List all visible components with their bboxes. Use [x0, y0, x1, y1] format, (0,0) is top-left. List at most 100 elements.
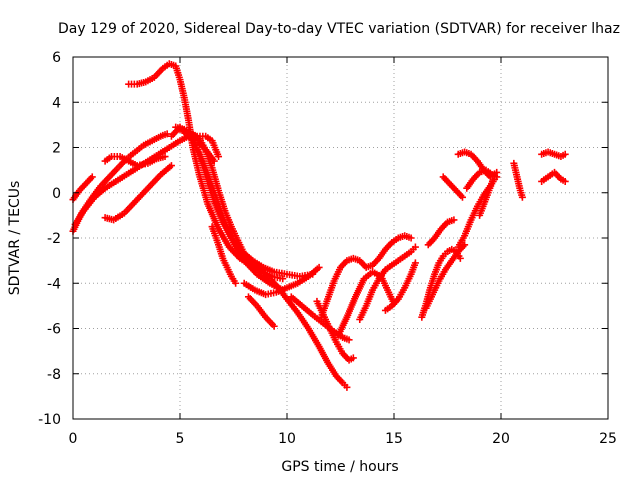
data-point-fill — [396, 254, 407, 263]
data-point-fill — [352, 277, 367, 299]
data-point-fill — [546, 170, 556, 179]
data-point-fill — [370, 277, 382, 292]
data-point-fill — [77, 181, 88, 193]
data-point-fill — [127, 158, 139, 168]
axis-ticks: 0 5 10 15 20 25 -10 -8 -6 -4 -2 0 2 4 6 — [38, 50, 617, 447]
series-track-29 — [538, 148, 569, 161]
data-point-fill — [471, 170, 482, 181]
data-point-fill — [389, 297, 401, 308]
data-point-fill — [242, 258, 259, 277]
data-point-fill — [481, 191, 491, 206]
data-point — [458, 193, 466, 201]
y-axis-label: SDTVAR / TECUs — [7, 181, 23, 296]
data-point-fill — [228, 225, 241, 242]
data-point — [493, 173, 501, 181]
series-track-26 — [463, 166, 501, 192]
data-point-fill — [376, 267, 388, 281]
data-point — [315, 263, 323, 271]
data-point — [270, 322, 278, 330]
x-tick-label: 10 — [278, 431, 296, 447]
data-point-fill — [215, 202, 228, 224]
data-point — [161, 153, 169, 161]
data-point-fill — [253, 287, 267, 298]
data-point-fill — [254, 304, 268, 319]
data-point-fill — [262, 264, 276, 275]
data-point-fill — [222, 209, 234, 228]
data-point-fill — [285, 297, 300, 315]
x-tick-label: 15 — [385, 431, 403, 447]
data-point — [561, 150, 569, 158]
data-point-fill — [209, 225, 222, 247]
data-point-fill — [289, 294, 304, 308]
data-point-fill — [454, 188, 465, 200]
data-point-fill — [306, 327, 322, 349]
series-track-27 — [476, 177, 496, 219]
data-point-fill — [478, 167, 488, 176]
data-point-fill — [324, 279, 337, 301]
data-point-fill — [345, 255, 355, 264]
data-point-fill — [443, 258, 454, 272]
data-point-fill — [403, 249, 413, 259]
data-point — [279, 275, 287, 283]
data-point-fill — [476, 202, 487, 217]
data-point — [163, 130, 171, 138]
data-point-fill — [155, 153, 167, 162]
data-point-fill — [142, 138, 154, 148]
data-point-fill — [133, 143, 145, 154]
series-track-4 — [101, 162, 175, 224]
data-point-fill — [439, 220, 450, 231]
data-point-fill — [351, 255, 362, 264]
data-point-fill — [216, 227, 232, 249]
data-point-fill — [403, 232, 413, 241]
data-point-fill — [306, 265, 321, 279]
y-tick-label: -10 — [38, 412, 61, 428]
data-point — [343, 383, 351, 391]
data-point-fill — [92, 186, 107, 200]
series-track-30 — [538, 168, 569, 185]
data-point-fill — [231, 241, 247, 263]
data-point-fill — [125, 150, 137, 161]
data-point-fill — [436, 254, 446, 265]
data-point-fill — [327, 327, 339, 344]
data-point-fill — [456, 149, 466, 158]
data-point — [215, 153, 223, 161]
data-point-fill — [436, 268, 448, 283]
data-point-fill — [552, 170, 563, 181]
data-point-fill — [331, 266, 343, 283]
data-points — [69, 60, 569, 391]
data-point-fill — [318, 297, 331, 319]
data-point — [488, 177, 496, 185]
data-point-fill — [402, 272, 414, 290]
data-point — [450, 216, 458, 224]
data-point-fill — [157, 145, 171, 157]
data-point-fill — [274, 285, 289, 295]
data-point-fill — [408, 261, 419, 276]
data-point-fill — [224, 266, 234, 278]
y-tick-label: 0 — [52, 186, 61, 202]
data-point-fill — [513, 171, 522, 183]
data-point-fill — [517, 189, 526, 199]
data-point-fill — [196, 132, 207, 140]
data-point-fill — [81, 195, 97, 213]
series-track-18 — [356, 243, 419, 323]
data-point — [456, 254, 464, 262]
data-point-fill — [235, 239, 247, 256]
data-point-fill — [475, 159, 487, 172]
series-track-11 — [176, 125, 223, 161]
data-point-fill — [426, 236, 437, 247]
data-point-fill — [464, 177, 476, 190]
data-point-fill — [103, 179, 118, 191]
data-point-fill — [338, 258, 349, 270]
y-tick-label: 2 — [52, 141, 61, 157]
data-point-fill — [423, 293, 435, 310]
data-point-fill — [103, 214, 116, 223]
data-point-fill — [540, 174, 550, 184]
data-point-fill — [441, 175, 452, 186]
series-track-13 — [240, 263, 323, 299]
data-point-fill — [357, 258, 369, 270]
data-point-fill — [204, 134, 214, 143]
series-track-21 — [422, 241, 469, 312]
data-point-fill — [125, 165, 139, 177]
